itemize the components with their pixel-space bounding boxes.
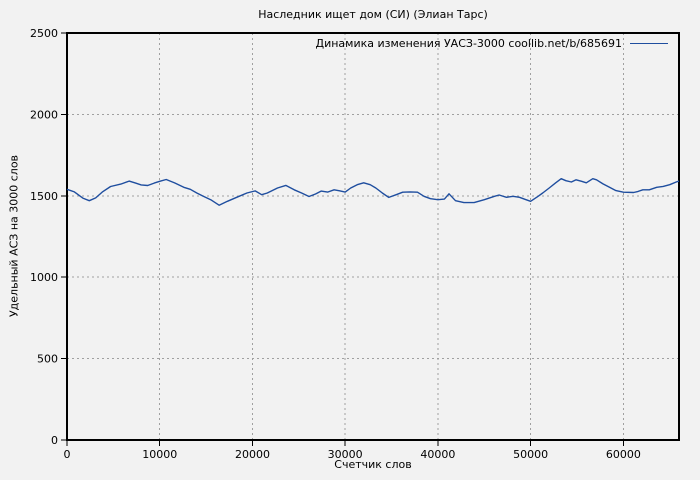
tick-labels: 0 10000 20000 30000 40000 50000 60000 0 500 1000 1… <box>30 27 641 461</box>
x-tick-label: 50000 <box>513 448 548 461</box>
y-tick-label: 1500 <box>30 190 58 203</box>
y-tick-label: 1000 <box>30 271 58 284</box>
legend-line-sample <box>630 43 668 44</box>
y-tick-label: 0 <box>51 434 58 447</box>
axis-ticks <box>61 32 624 446</box>
y-tick-label: 2500 <box>30 27 58 40</box>
y-tick-label: 2000 <box>30 108 58 121</box>
x-tick-label: 40000 <box>420 448 455 461</box>
y-axis-title: Удельный АСЗ на 3000 слов <box>7 154 21 318</box>
plot-border <box>66 32 680 441</box>
x-tick-label: 30000 <box>328 448 363 461</box>
legend: Динамика изменения УАСЗ-3000 coollib.net… <box>315 37 668 50</box>
x-tick-label: 0 <box>64 448 71 461</box>
legend-label: Динамика изменения УАСЗ-3000 coollib.net… <box>315 37 623 50</box>
chart-title: Наследник ищет дом (СИ) (Элиан Тарс) <box>258 8 488 21</box>
series-line <box>66 177 680 206</box>
y-tick-label: 500 <box>37 353 58 366</box>
grid-lines <box>67 33 679 440</box>
x-tick-label: 60000 <box>606 448 641 461</box>
data-series <box>66 177 680 206</box>
x-tick-label: 20000 <box>235 448 270 461</box>
x-tick-label: 10000 <box>142 448 177 461</box>
x-axis-title: Счетчик слов <box>334 458 412 471</box>
